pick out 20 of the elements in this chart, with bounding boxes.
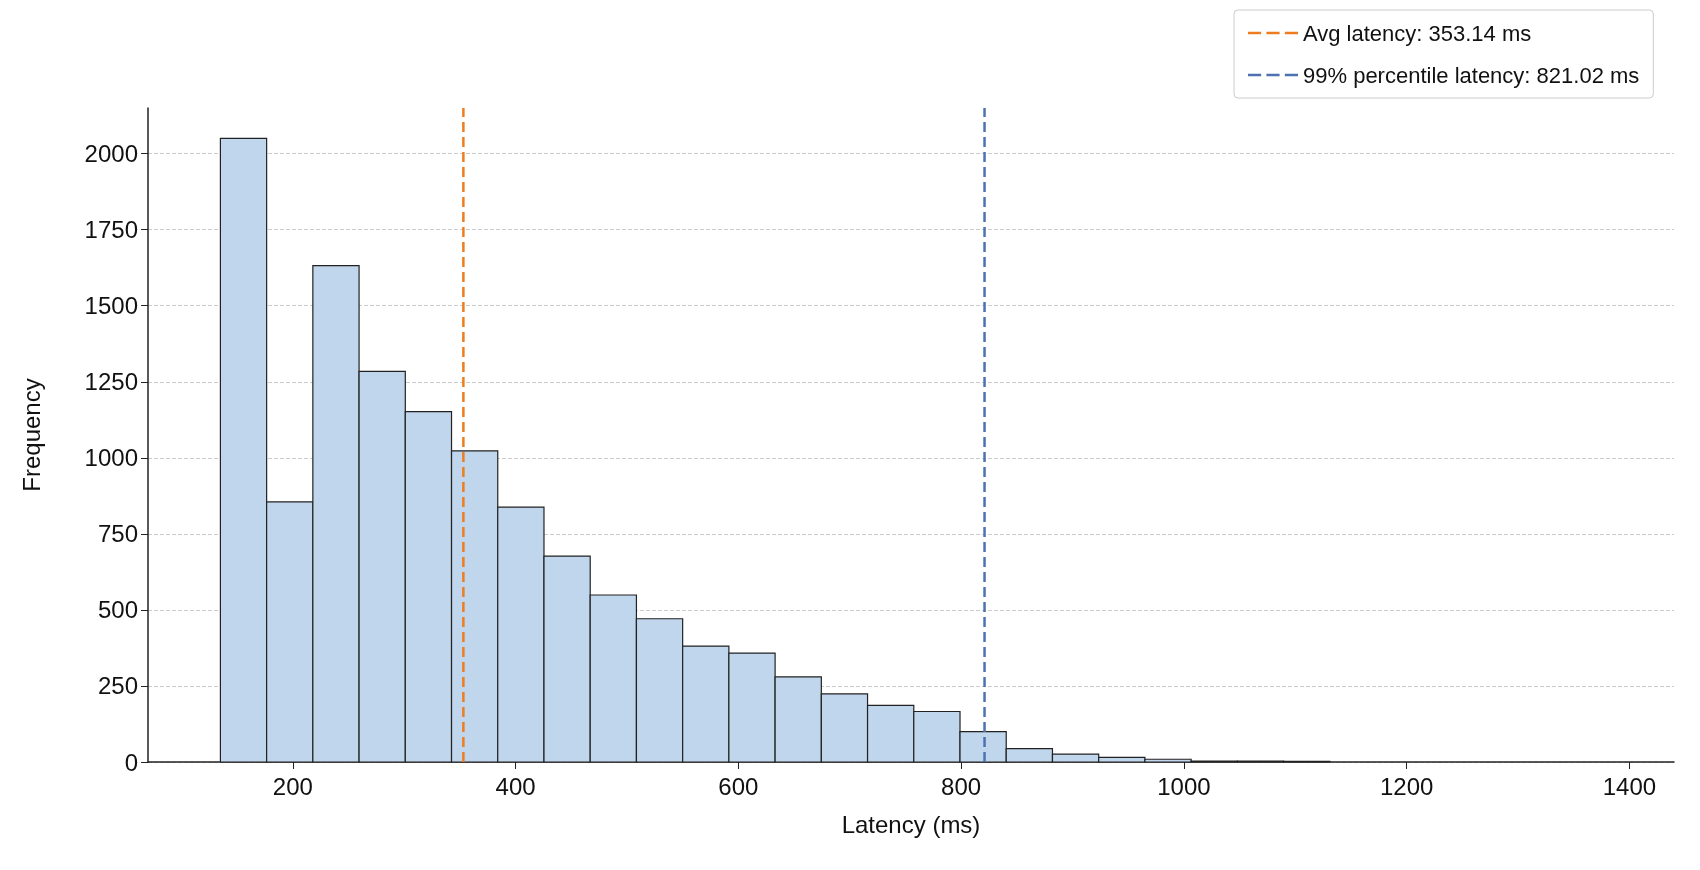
x-tick-label: 1000 <box>1157 772 1211 800</box>
x-tick-label: 1400 <box>1602 772 1657 800</box>
y-tick-label: 1750 <box>84 216 138 244</box>
legend-label: Avg latency: 353.14 ms <box>1303 20 1532 46</box>
y-tick-label: 500 <box>97 596 138 624</box>
y-tick-label: 750 <box>97 520 138 548</box>
x-tick-label: 1200 <box>1379 772 1434 800</box>
y-tick-label: 250 <box>97 672 138 700</box>
x-axis-title: Latency (ms) <box>841 810 981 838</box>
x-tick-label: 400 <box>495 772 536 800</box>
legend-label: 99% percentile latency: 821.02 ms <box>1303 62 1640 88</box>
x-tick-label: 600 <box>718 772 759 800</box>
y-tick-label: 1250 <box>84 368 138 396</box>
y-tick-label: 1000 <box>84 444 138 472</box>
x-tick-label: 200 <box>272 772 313 800</box>
y-tick-label: 1500 <box>84 292 138 320</box>
y-tick-label: 2000 <box>84 140 138 168</box>
y-axis-title: Frequency <box>17 378 45 492</box>
y-tick-label: 0 <box>124 748 138 776</box>
x-tick-label: 800 <box>941 772 982 800</box>
